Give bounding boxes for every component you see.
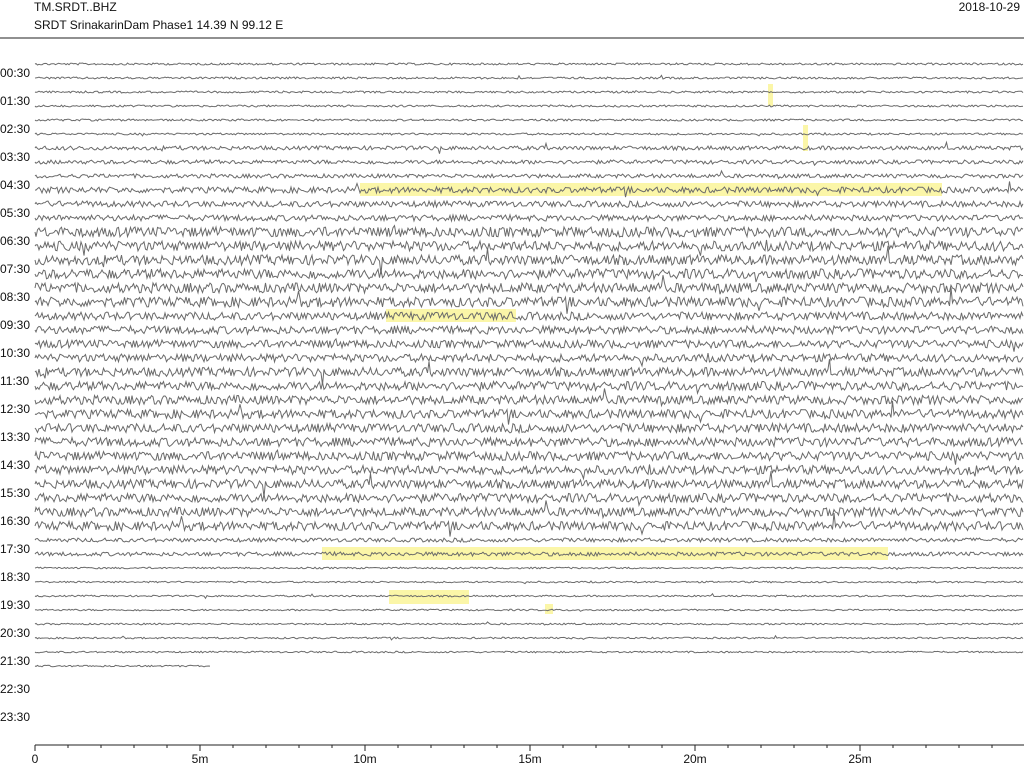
row-label: 23:30 xyxy=(0,710,30,724)
trace xyxy=(34,74,1024,80)
trace xyxy=(34,324,1024,336)
trace xyxy=(34,500,1024,520)
trace xyxy=(34,352,1024,368)
trace xyxy=(34,491,1024,508)
trace xyxy=(34,213,1024,223)
trace xyxy=(34,435,1024,449)
row-label: 11:30 xyxy=(0,374,29,388)
trace xyxy=(34,131,1024,137)
trace xyxy=(34,580,1024,585)
trace xyxy=(34,118,1024,122)
trace xyxy=(34,239,1024,256)
trace xyxy=(34,104,1024,108)
trace xyxy=(34,664,211,668)
trace xyxy=(34,634,1024,641)
trace xyxy=(34,169,1024,180)
trace xyxy=(34,337,1024,352)
highlight xyxy=(768,84,773,106)
trace xyxy=(34,89,1024,94)
trace xyxy=(34,550,1024,558)
row-label: 03:30 xyxy=(0,150,30,164)
trace xyxy=(34,199,1024,209)
trace xyxy=(34,224,1024,239)
trace xyxy=(34,566,1024,571)
row-label: 20:30 xyxy=(0,626,30,640)
x-tick-label: 25m xyxy=(848,752,871,766)
row-label: 01:30 xyxy=(0,94,30,108)
trace xyxy=(34,379,1024,396)
highlight xyxy=(545,604,553,614)
x-tick-label: 10m xyxy=(353,752,376,766)
trace xyxy=(34,513,1024,537)
trace xyxy=(34,62,1024,66)
x-tick-label: 20m xyxy=(683,752,706,766)
trace xyxy=(34,158,1024,167)
row-label: 17:30 xyxy=(0,542,30,556)
row-label: 18:30 xyxy=(0,570,30,584)
row-label: 02:30 xyxy=(0,122,30,136)
trace xyxy=(34,608,1024,612)
row-label: 12:30 xyxy=(0,402,30,416)
row-label: 00:30 xyxy=(0,66,30,80)
row-label: 22:30 xyxy=(0,682,30,696)
row-label: 19:30 xyxy=(0,598,30,612)
row-label: 16:30 xyxy=(0,514,30,528)
row-label: 13:30 xyxy=(0,430,30,444)
trace xyxy=(34,245,1024,275)
highlights xyxy=(322,84,942,614)
row-label: 04:30 xyxy=(0,178,30,192)
station-description: SRDT SrinakarinDam Phase1 14.39 N 99.12 … xyxy=(34,18,283,32)
trace xyxy=(34,181,1024,198)
trace xyxy=(34,275,1024,295)
trace xyxy=(34,421,1024,435)
trace xyxy=(34,310,1024,322)
row-label: 06:30 xyxy=(0,234,30,248)
trace xyxy=(34,267,1024,283)
trace xyxy=(34,388,1024,408)
row-label: 09:30 xyxy=(0,318,30,332)
row-label: 15:30 xyxy=(0,486,30,500)
row-label: 10:30 xyxy=(0,346,30,360)
traces xyxy=(34,62,1024,668)
trace xyxy=(34,471,1024,497)
trace xyxy=(34,140,1024,154)
station-code: TM.SRDT..BHZ xyxy=(34,0,117,14)
trace xyxy=(34,650,1024,654)
trace xyxy=(34,463,1024,481)
date: 2018-10-29 xyxy=(959,0,1021,14)
row-label: 05:30 xyxy=(0,206,30,220)
highlight xyxy=(803,125,808,151)
trace xyxy=(34,449,1024,465)
trace xyxy=(34,287,1024,314)
row-label: 14:30 xyxy=(0,458,30,472)
x-tick-label: 0 xyxy=(32,752,39,766)
row-label: 21:30 xyxy=(0,654,30,668)
trace xyxy=(34,536,1024,544)
trace xyxy=(34,359,1024,385)
row-label: 07:30 xyxy=(0,262,30,276)
highlight xyxy=(389,590,469,604)
trace xyxy=(34,621,1024,626)
x-tick-label: 5m xyxy=(192,752,209,766)
trace xyxy=(34,401,1024,425)
row-label: 08:30 xyxy=(0,290,30,304)
x-tick-label: 15m xyxy=(518,752,541,766)
trace xyxy=(34,592,1024,600)
